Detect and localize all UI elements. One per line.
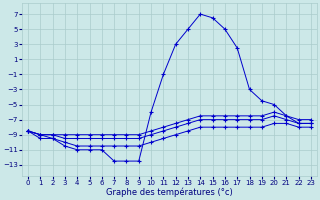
X-axis label: Graphe des températures (°c): Graphe des températures (°c) [106, 188, 233, 197]
